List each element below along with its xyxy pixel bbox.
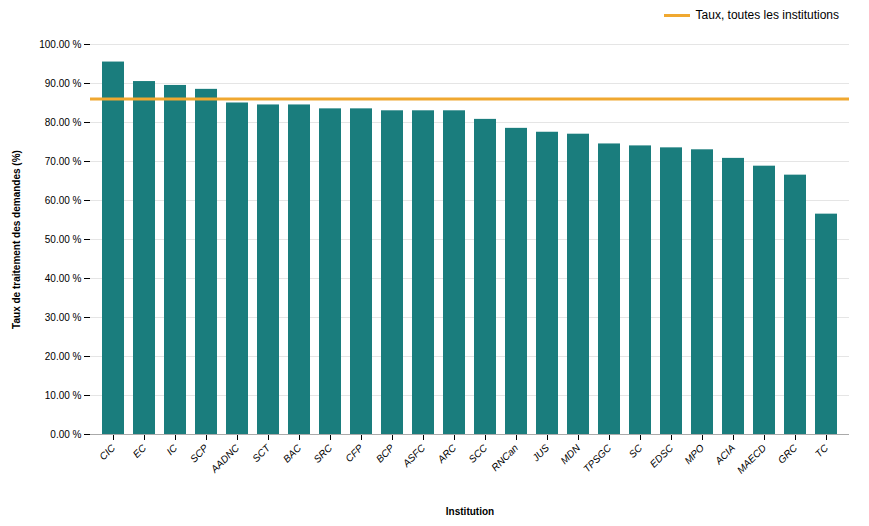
svg-text:MDN: MDN	[558, 442, 582, 466]
svg-text:CIC: CIC	[97, 442, 118, 463]
svg-text:ASFC: ASFC	[400, 442, 428, 470]
svg-text:SRC: SRC	[311, 442, 334, 465]
svg-text:90.00 %: 90.00 %	[45, 78, 82, 89]
svg-text:60.00 %: 60.00 %	[45, 195, 82, 206]
svg-text:ACIA: ACIA	[712, 442, 737, 467]
svg-text:100.00 %: 100.00 %	[39, 39, 81, 50]
svg-text:ARC: ARC	[435, 442, 459, 466]
svg-text:SC: SC	[627, 442, 645, 460]
svg-text:IC: IC	[164, 442, 179, 457]
svg-text:20.00 %: 20.00 %	[45, 351, 82, 362]
svg-text:10.00 %: 10.00 %	[45, 390, 82, 401]
svg-text:BCP: BCP	[374, 442, 397, 465]
svg-text:JUS: JUS	[529, 442, 551, 464]
svg-text:TC: TC	[813, 442, 831, 460]
svg-text:Taux de traitement des demande: Taux de traitement des demandes (%)	[11, 150, 22, 329]
svg-text:GRC: GRC	[776, 442, 800, 466]
html-text:Taux, toutes les institutions: Taux, toutes les institutions	[695, 8, 839, 22]
svg-text:MAECD: MAECD	[735, 442, 768, 475]
svg-text:70.00 %: 70.00 %	[45, 156, 82, 167]
svg-text:50.00 %: 50.00 %	[45, 234, 82, 245]
svg-text:SCC: SCC	[466, 442, 489, 465]
svg-text:RNCan: RNCan	[489, 442, 520, 473]
svg-text:SCP: SCP	[188, 442, 211, 465]
svg-text:40.00 %: 40.00 %	[45, 273, 82, 284]
svg-text:80.00 %: 80.00 %	[45, 117, 82, 128]
svg-text:30.00 %: 30.00 %	[45, 312, 82, 323]
svg-text:BAC: BAC	[281, 442, 304, 465]
svg-text:TPSGC: TPSGC	[581, 442, 614, 475]
svg-text:EDSC: EDSC	[648, 442, 676, 470]
svg-text:0.00 %: 0.00 %	[50, 429, 81, 440]
svg-text:SCT: SCT	[250, 442, 273, 465]
svg-text:MPO: MPO	[682, 442, 706, 466]
svg-text:EC: EC	[131, 442, 149, 460]
svg-text:CFP: CFP	[343, 442, 365, 464]
svg-text:AADNC: AADNC	[208, 442, 242, 476]
svg-text:Institution: Institution	[446, 506, 494, 517]
